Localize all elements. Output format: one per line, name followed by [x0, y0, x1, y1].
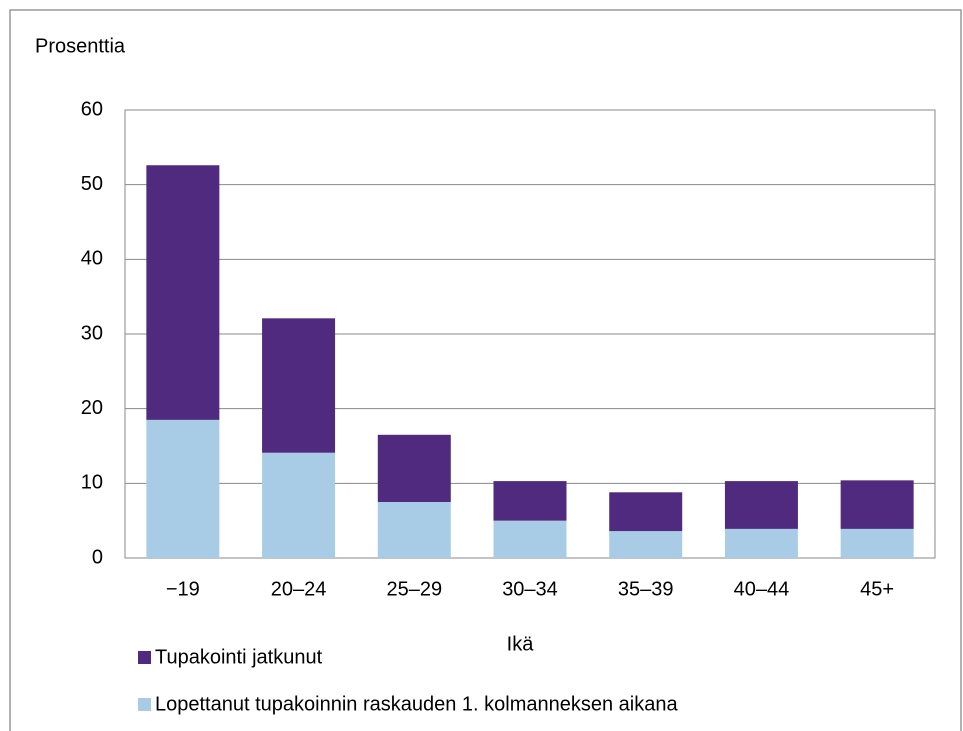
y-tick-label: 60 — [81, 98, 103, 120]
x-tick-label: 40–44 — [734, 578, 790, 600]
y-axis-label: Prosenttia — [35, 35, 126, 57]
bar-segment — [262, 318, 336, 453]
x-tick-label: 45+ — [860, 578, 894, 600]
legend-swatch — [138, 698, 151, 711]
bar-segment — [609, 531, 683, 558]
bar-segment — [146, 165, 220, 420]
legend-label: Tupakointi jatkunut — [155, 646, 323, 668]
bar-segment — [724, 481, 798, 529]
bar-segment — [493, 481, 567, 521]
x-tick-label: −19 — [166, 578, 200, 600]
frame — [9, 9, 962, 731]
y-tick-label: 0 — [92, 546, 103, 568]
legend-label: Lopettanut tupakoinnin raskauden 1. kolm… — [155, 693, 678, 715]
x-tick-label: 20–24 — [271, 578, 327, 600]
y-tick-label: 30 — [81, 322, 103, 344]
bar-segment — [840, 528, 914, 558]
y-tick-label: 20 — [81, 397, 103, 419]
y-tick-label: 50 — [81, 173, 103, 195]
x-tick-label: 30–34 — [502, 578, 558, 600]
bar-segment — [493, 520, 567, 558]
y-tick-label: 40 — [81, 248, 103, 270]
bar-segment — [146, 419, 220, 558]
legend-swatch — [138, 651, 151, 664]
x-tick-label: 35–39 — [618, 578, 674, 600]
y-tick-label: 10 — [81, 472, 103, 494]
bar-segment — [724, 528, 798, 558]
bar-segment — [262, 452, 336, 558]
x-axis-label: Ikä — [507, 633, 535, 655]
bar-segment — [377, 502, 451, 558]
bar-segment — [840, 480, 914, 529]
x-tick-label: 25–29 — [386, 578, 442, 600]
bar-segment — [377, 434, 451, 502]
bar-segment — [609, 492, 683, 532]
